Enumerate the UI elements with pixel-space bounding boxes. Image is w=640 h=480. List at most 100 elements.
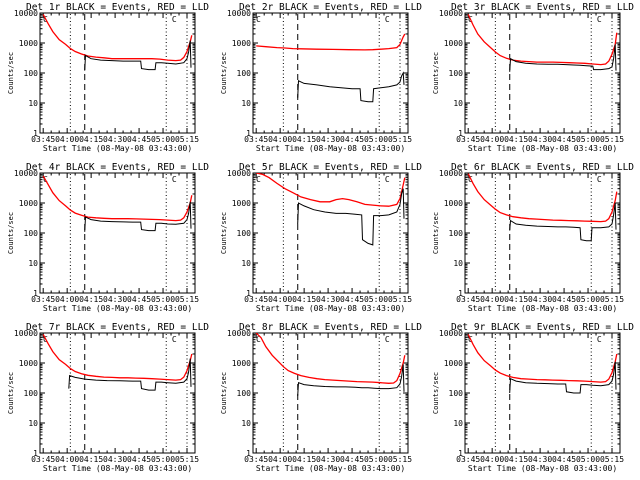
- panel-4-frame: [39, 172, 196, 294]
- panel-6-title: Det 6r BLACK = Events, RED = LLD: [451, 162, 634, 173]
- panel-7-x-tick-label: 04:00: [55, 455, 79, 464]
- panel-3-corner-marker-right: C: [597, 15, 602, 24]
- panel-3-series-lld-line: [467, 14, 618, 66]
- panel-5-x-tick-label: 04:00: [268, 295, 292, 304]
- panel-6-frame: [464, 172, 621, 294]
- panel-1-x-tick-label: 04:45: [127, 135, 151, 144]
- panel-2-corner-marker-left: C: [256, 15, 261, 24]
- panel-7-x-tick-label: 04:30: [103, 455, 127, 464]
- panel-7-y-tick-label: 10: [28, 419, 38, 428]
- panel-7-y-tick-label: 1000: [19, 359, 38, 368]
- panel-9-series-events-line: [509, 361, 617, 394]
- panel-2-x-tick-label: 04:00: [268, 135, 292, 144]
- panel-1-x-tick-label: 04:15: [79, 135, 103, 144]
- panel-4-y-tick-label: 100: [24, 229, 39, 238]
- panel-9-y-tick-label: 1000: [444, 359, 463, 368]
- panel-7-x-tick-label: 03:45: [31, 455, 55, 464]
- panel-1-x-tick-label: 04:30: [103, 135, 127, 144]
- panel-8-corner-marker-left: C: [256, 335, 261, 344]
- panel-3-x-tick-label: 05:00: [576, 135, 600, 144]
- panel-5-y-tick-label: 1000: [232, 199, 251, 208]
- panel-8-title: Det 8r BLACK = Events, RED = LLD: [239, 322, 422, 333]
- panel-8-x-tick-label: 04:30: [316, 455, 340, 464]
- panel-3-y-tick-label: 1000: [444, 39, 463, 48]
- panel-6-y-tick-label: 10000: [439, 169, 463, 178]
- panel-5-x-tick-label: 03:45: [244, 295, 268, 304]
- panel-3-x-tick-label: 05:15: [600, 135, 624, 144]
- panel-2-y-tick-label: 10: [241, 99, 251, 108]
- panel-5-x-tick-label: 05:15: [388, 295, 412, 304]
- panel-1-y-tick-label: 100: [24, 69, 39, 78]
- panel-1-x-tick-label: 05:15: [175, 135, 199, 144]
- panel-4-x-tick-label: 03:45: [31, 295, 55, 304]
- panel-7-series-lld-line: [42, 334, 193, 381]
- panel-9-x-tick-label: 04:30: [528, 455, 552, 464]
- panel-4-y-tick-label: 1: [33, 289, 38, 298]
- panel-6-series-events-line: [509, 202, 617, 242]
- panel-7-x-tick-label: 04:15: [79, 455, 103, 464]
- panel-2-x-tick-label: 04:30: [316, 135, 340, 144]
- panel-8-y-axis-label: Counts/sec: [220, 372, 228, 414]
- panel-9-x-tick-label: 04:15: [504, 455, 528, 464]
- panel-8-series-events-line: [297, 364, 405, 396]
- panel-1-x-tick-label: 03:45: [31, 135, 55, 144]
- panel-2-title: Det 2r BLACK = Events, RED = LLD: [239, 2, 422, 13]
- panel-7-x-tick-label: 04:45: [127, 455, 151, 464]
- panel-7-corner-marker-right: C: [172, 335, 177, 344]
- panel-5-y-tick-label: 1: [246, 289, 251, 298]
- panel-4-title: Det 4r BLACK = Events, RED = LLD: [26, 162, 209, 173]
- panel-8-x-tick-label: 05:00: [364, 455, 388, 464]
- panel-4-x-tick-label: 04:45: [127, 295, 151, 304]
- panel-2-x-tick-label: 04:15: [292, 135, 316, 144]
- panel-6-x-axis-label: Start Time (08-May-08 03:43:00): [468, 304, 617, 313]
- panel-4-y-tick-label: 1000: [19, 199, 38, 208]
- panel-7-y-tick-label: 100: [24, 389, 39, 398]
- panel-3-y-tick-label: 10: [453, 99, 463, 108]
- panel-5-x-tick-label: 04:45: [340, 295, 364, 304]
- panel-1-y-tick-label: 1: [33, 129, 38, 138]
- panel-7-y-axis-label: Counts/sec: [7, 372, 15, 414]
- panel-3-x-tick-label: 04:30: [528, 135, 552, 144]
- panel-6-x-tick-label: 04:00: [480, 295, 504, 304]
- panel-1-y-tick-label: 10000: [14, 9, 38, 18]
- panel-4-x-tick-label: 04:00: [55, 295, 79, 304]
- panel-2-corner-marker-right: C: [385, 15, 390, 24]
- panel-2-series-lld-line: [256, 33, 406, 51]
- panel-5-y-axis-label: Counts/sec: [220, 212, 228, 254]
- panel-8-series-lld-line: [255, 333, 406, 384]
- panel-3-series-events-line: [509, 44, 617, 72]
- panel-7-title: Det 7r BLACK = Events, RED = LLD: [26, 322, 209, 333]
- panel-1-y-axis-label: Counts/sec: [7, 52, 15, 94]
- panel-9-x-tick-label: 04:00: [480, 455, 504, 464]
- panel-5-frame: [252, 172, 409, 294]
- panel-7-x-tick-label: 05:00: [151, 455, 175, 464]
- panel-5-y-tick-label: 10: [241, 259, 251, 268]
- panel-3-title: Det 3r BLACK = Events, RED = LLD: [451, 2, 634, 13]
- panel-5-series-events-line: [297, 188, 405, 246]
- panel-6-x-tick-label: 04:45: [552, 295, 576, 304]
- panel-6-x-tick-label: 03:45: [456, 295, 480, 304]
- panel-9-y-tick-label: 10000: [439, 329, 463, 338]
- panel-8-x-tick-label: 04:00: [268, 455, 292, 464]
- panel-2-y-tick-label: 1000: [232, 39, 251, 48]
- panel-5-y-tick-label: 10000: [227, 169, 251, 178]
- panel-5-x-tick-label: 05:00: [364, 295, 388, 304]
- panel-9-x-tick-label: 03:45: [456, 455, 480, 464]
- panel-2-x-tick-label: 03:45: [244, 135, 268, 144]
- panel-5-x-tick-label: 04:15: [292, 295, 316, 304]
- panel-9-x-tick-label: 05:00: [576, 455, 600, 464]
- panel-6-y-tick-label: 10: [453, 259, 463, 268]
- panel-2-y-tick-label: 100: [237, 69, 252, 78]
- panel-1-corner-marker-right: C: [172, 15, 177, 24]
- panel-6-x-tick-label: 05:00: [576, 295, 600, 304]
- panel-5-series-lld-line: [256, 173, 406, 207]
- panel-7-x-tick-label: 05:15: [175, 455, 199, 464]
- panel-4-corner-marker-right: C: [172, 175, 177, 184]
- panel-8-y-tick-label: 100: [237, 389, 252, 398]
- panel-1-frame: [39, 12, 196, 134]
- panel-5-title: Det 5r BLACK = Events, RED = LLD: [239, 162, 422, 173]
- panel-9-y-tick-label: 10: [453, 419, 463, 428]
- panel-4-series-events-line: [84, 201, 192, 232]
- panel-1-x-axis-label: Start Time (08-May-08 03:43:00): [43, 144, 192, 153]
- panel-8-x-tick-label: 04:45: [340, 455, 364, 464]
